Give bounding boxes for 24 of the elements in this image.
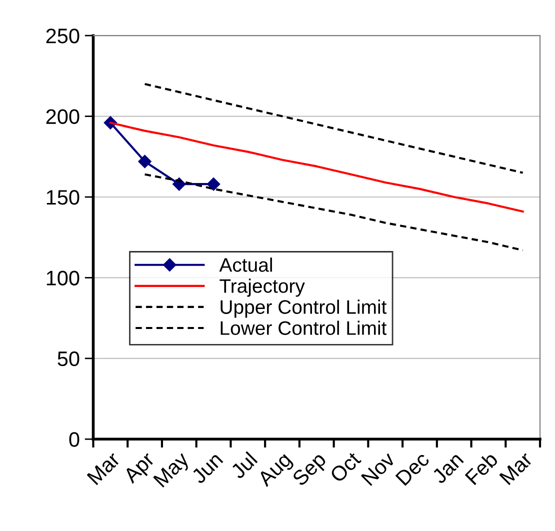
x-tick-label: Oct <box>329 450 362 484</box>
line-series <box>144 82 524 174</box>
point <box>138 154 152 168</box>
y-tick-label: 0 <box>69 432 80 447</box>
x-tick-label: Feb <box>464 450 499 486</box>
point <box>206 178 220 191</box>
legend-label: Upper Control Limit <box>220 300 387 318</box>
y-tick-label: 250 <box>46 28 80 44</box>
y-tick-label: 100 <box>46 270 80 286</box>
x-tick-label: May <box>153 450 193 491</box>
x-tick-label: Mar <box>499 451 534 486</box>
x-tick-label: Dec <box>395 451 430 486</box>
x-tick-label: Nov <box>360 450 396 486</box>
y-tick-label: 200 <box>46 109 80 124</box>
x-tick-label: Jul <box>229 451 258 480</box>
legend-label: Actual <box>219 258 272 272</box>
legend-label: Trajectory <box>220 278 305 297</box>
x-tick-label: Jan <box>431 452 464 485</box>
x-tick-label: Jun <box>190 452 224 485</box>
line-series <box>144 173 524 252</box>
legend-label: Lower Control Limit <box>220 320 387 335</box>
y-tick-label: 50 <box>58 351 80 366</box>
y-tick-label: 150 <box>46 190 80 205</box>
x-tick-label: Mar <box>86 451 121 486</box>
